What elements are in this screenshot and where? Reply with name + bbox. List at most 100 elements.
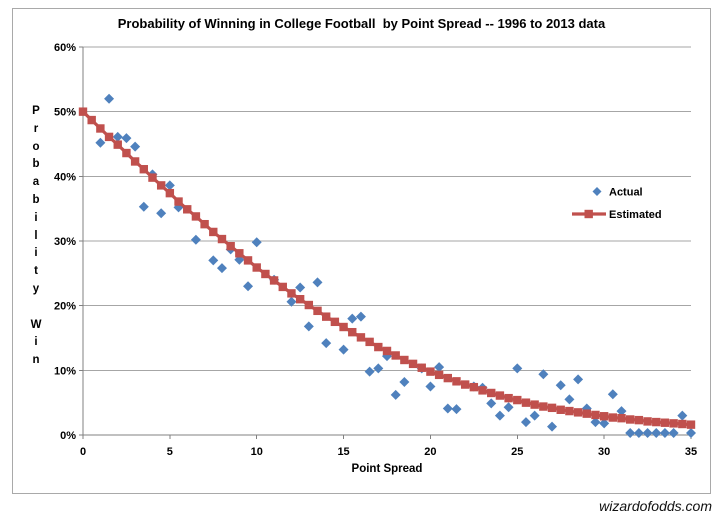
- legend-estimated-label: Estimated: [609, 209, 662, 221]
- actual-point: [156, 208, 167, 219]
- actual-point: [190, 234, 201, 245]
- estimated-marker: [217, 234, 227, 244]
- actual-point: [295, 282, 306, 293]
- legend-estimated-marker-icon: [584, 209, 593, 219]
- estimated-marker: [452, 377, 461, 386]
- actual-point: [95, 137, 106, 148]
- estimated-marker: [643, 417, 652, 426]
- estimated-marker: [652, 417, 661, 427]
- estimated-marker: [617, 413, 626, 423]
- actual-point: [616, 406, 627, 417]
- estimated-marker: [322, 312, 331, 321]
- y-axis-title-letter: i: [34, 211, 38, 224]
- actual-point: [216, 263, 227, 274]
- actual-point: [538, 369, 549, 380]
- estimated-marker: [269, 276, 279, 285]
- actual-point: [547, 421, 558, 432]
- actual-point: [112, 131, 123, 142]
- estimated-marker: [391, 351, 400, 360]
- estimated-marker: [130, 157, 140, 166]
- y-axis-title-letter: P: [32, 105, 40, 117]
- estimated-marker: [495, 391, 505, 400]
- actual-point: [555, 380, 566, 391]
- x-axis-title: Point Spread: [351, 463, 423, 475]
- actual-point: [520, 417, 531, 428]
- x-tick-label: 0: [80, 446, 86, 458]
- x-tick-label: 20: [424, 446, 436, 458]
- estimated-marker: [669, 419, 678, 428]
- estimated-marker: [191, 212, 201, 221]
- estimated-marker: [660, 418, 670, 427]
- actual-point: [130, 141, 141, 152]
- estimated-marker: [304, 300, 314, 310]
- actual-point: [486, 398, 497, 409]
- actual-point: [425, 381, 436, 392]
- x-tick-label: 5: [167, 446, 173, 458]
- y-axis-title-letter: W: [30, 318, 42, 331]
- estimated-marker: [78, 107, 88, 116]
- actual-point: [651, 428, 662, 439]
- estimated-marker: [295, 295, 305, 304]
- y-tick-label: 30%: [54, 236, 76, 248]
- x-tick-label: 25: [511, 446, 523, 458]
- estimated-marker: [556, 405, 565, 414]
- x-tick-label: 10: [251, 446, 263, 458]
- actual-point: [286, 296, 297, 307]
- actual-point: [243, 281, 254, 292]
- estimated-marker: [626, 415, 635, 424]
- actual-point: [208, 255, 219, 266]
- estimated-marker: [330, 317, 340, 327]
- actual-point: [607, 389, 618, 400]
- estimated-marker: [87, 115, 96, 125]
- chart-title: Probability of Winning in College Footba…: [117, 16, 606, 31]
- actual-point: [451, 404, 462, 415]
- actual-point: [338, 344, 349, 355]
- estimated-marker: [400, 355, 409, 365]
- estimated-marker: [122, 148, 131, 158]
- legend-actual-label: Actual: [609, 187, 643, 199]
- y-axis-title-letter: l: [34, 229, 38, 242]
- y-tick-label: 20%: [54, 301, 76, 313]
- estimated-marker: [382, 346, 392, 356]
- y-axis-title-letter: i: [34, 336, 38, 349]
- actual-point: [529, 410, 540, 421]
- y-axis-title-letter: o: [32, 140, 40, 153]
- actual-point: [164, 180, 175, 191]
- estimated-line: [81, 110, 692, 427]
- estimated-marker: [278, 282, 287, 292]
- actual-point: [104, 93, 115, 104]
- actual-point: [138, 201, 149, 212]
- actual-point: [564, 394, 575, 405]
- actual-point: [355, 311, 366, 322]
- actual-point: [633, 428, 644, 439]
- x-tick-label: 30: [598, 446, 610, 458]
- estimated-marker: [113, 140, 122, 149]
- actual-point: [442, 403, 453, 414]
- estimated-marker: [434, 370, 444, 380]
- estimated-marker: [686, 420, 696, 429]
- actual-point: [364, 366, 375, 377]
- estimated-marker: [460, 380, 470, 389]
- estimated-marker: [539, 402, 548, 411]
- estimated-marker: [243, 256, 253, 265]
- actual-point: [303, 321, 314, 332]
- estimated-marker: [591, 410, 600, 420]
- estimated-marker: [469, 382, 479, 392]
- estimated-marker: [608, 413, 618, 422]
- estimated-marker: [209, 227, 218, 237]
- estimated-marker: [565, 406, 574, 416]
- actual-point: [573, 374, 584, 385]
- estimated-marker: [356, 333, 366, 342]
- actual-point: [494, 410, 505, 421]
- actual-point: [390, 389, 401, 400]
- y-tick-label: 40%: [54, 171, 76, 183]
- y-axis-title-letter: y: [32, 282, 40, 295]
- estimated-marker: [96, 124, 105, 133]
- estimated-marker: [417, 363, 426, 372]
- actual-point: [121, 133, 132, 144]
- estimated-marker: [408, 359, 418, 369]
- actual-point: [399, 376, 410, 387]
- actual-point: [599, 418, 610, 429]
